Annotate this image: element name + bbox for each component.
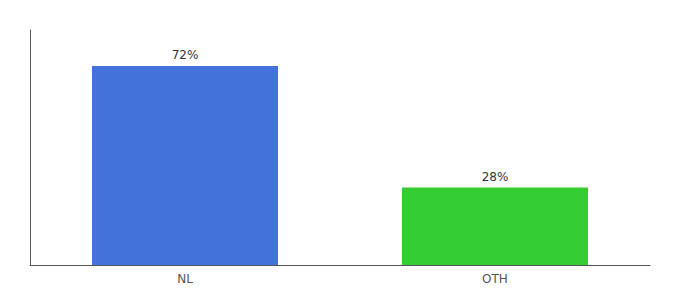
svg-text:28%: 28%	[482, 170, 509, 184]
svg-text:OTH: OTH	[482, 272, 508, 286]
svg-text:NL: NL	[177, 272, 193, 286]
svg-text:72%: 72%	[172, 48, 199, 62]
